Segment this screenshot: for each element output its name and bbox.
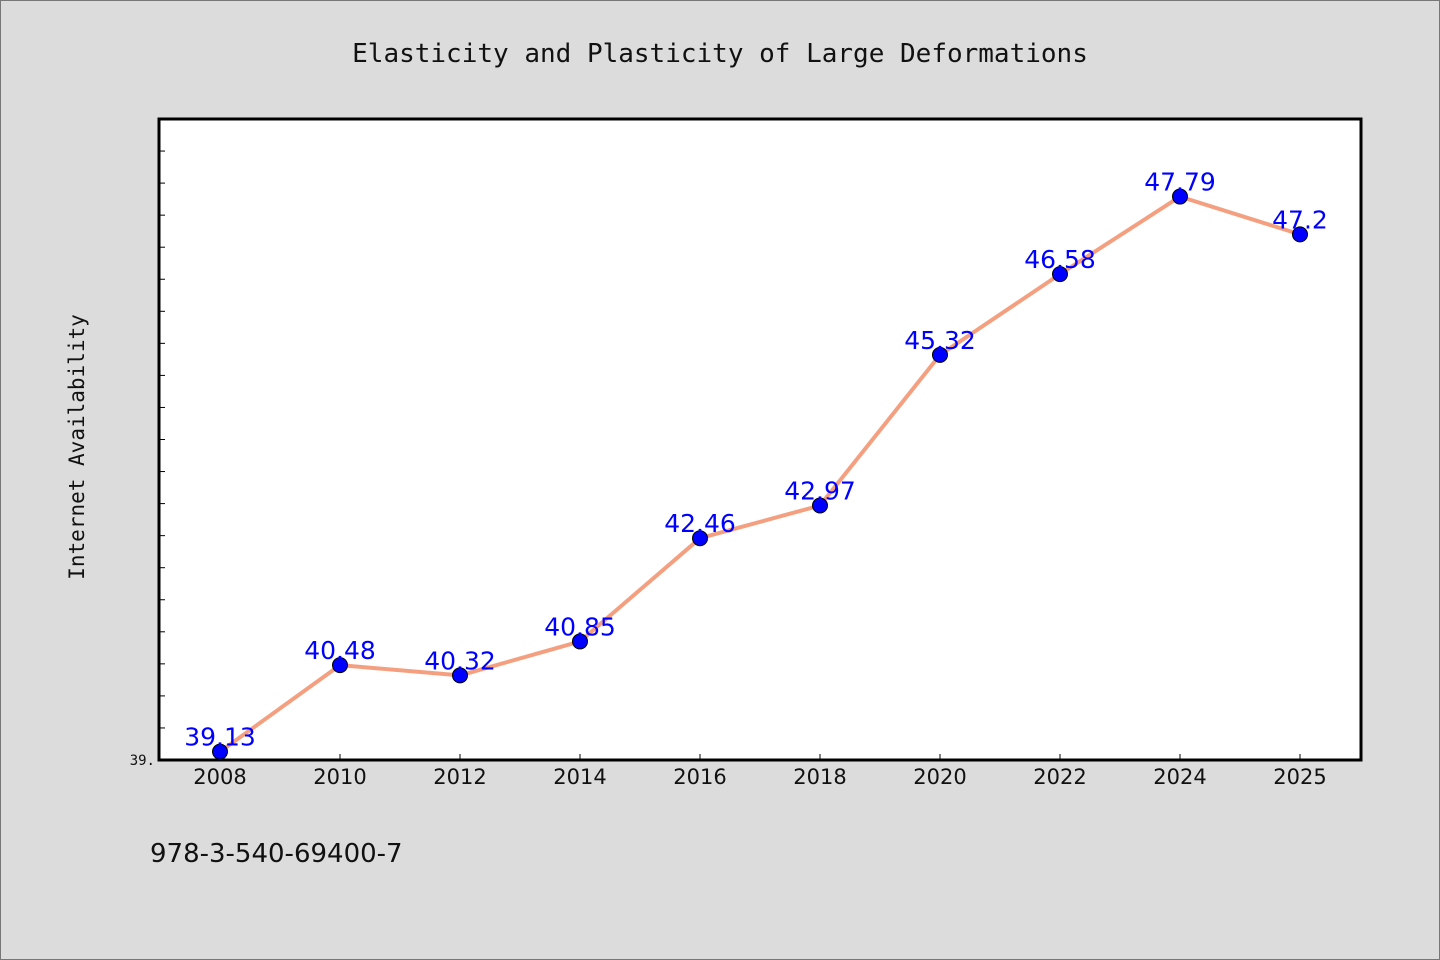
x-tick-label: 2018 [793,765,846,789]
data-label: 47.2 [1272,205,1328,234]
x-tick-label: 2012 [433,765,486,789]
data-point [812,497,828,514]
plot-frame [157,117,1363,762]
data-point [452,667,468,684]
x-tick-label: 2022 [1033,765,1086,789]
x-tick-label: 2014 [553,765,606,789]
x-tick-label: 2025 [1273,765,1326,789]
y-tick-label: 39. [130,753,155,769]
data-label: 46.58 [1024,245,1096,274]
x-tick-label: 2016 [673,765,726,789]
data-label: 40.85 [544,612,616,641]
data-point [332,657,348,674]
x-tick-label: 2020 [913,765,966,789]
y-axis-label: Internet Availability [65,314,89,580]
data-label: 40.32 [424,646,496,675]
isbn-footer: 978-3-540-69400-7 [150,839,403,869]
chart-title: Elasticity and Plasticity of Large Defor… [352,39,1088,69]
data-point [1172,188,1188,205]
data-label: 45.32 [904,326,976,355]
x-tick-label: 2010 [313,765,366,789]
series-line [218,194,1302,754]
data-markers [212,188,1308,760]
data-point [932,346,948,363]
x-tick-label: 2024 [1153,765,1206,789]
data-labels: 39.13 40.48 40.32 40.85 42.46 42.97 45.32 46.58… [184,168,1328,752]
data-label: 42.46 [664,509,736,538]
data-point [1052,266,1068,283]
data-label: 40.48 [304,636,376,665]
data-point [692,530,708,547]
x-tick-label: 2008 [193,765,246,789]
data-point [1292,226,1308,243]
data-point [572,633,588,650]
data-label: 39.13 [184,723,256,752]
data-label: 47.79 [1144,168,1216,197]
data-label: 42.97 [784,477,856,506]
plot-area [159,119,1361,760]
x-axis-ticks: 2008 2010 2012 2014 2016 2018 2020 2022 2024 2025 [193,754,1327,789]
